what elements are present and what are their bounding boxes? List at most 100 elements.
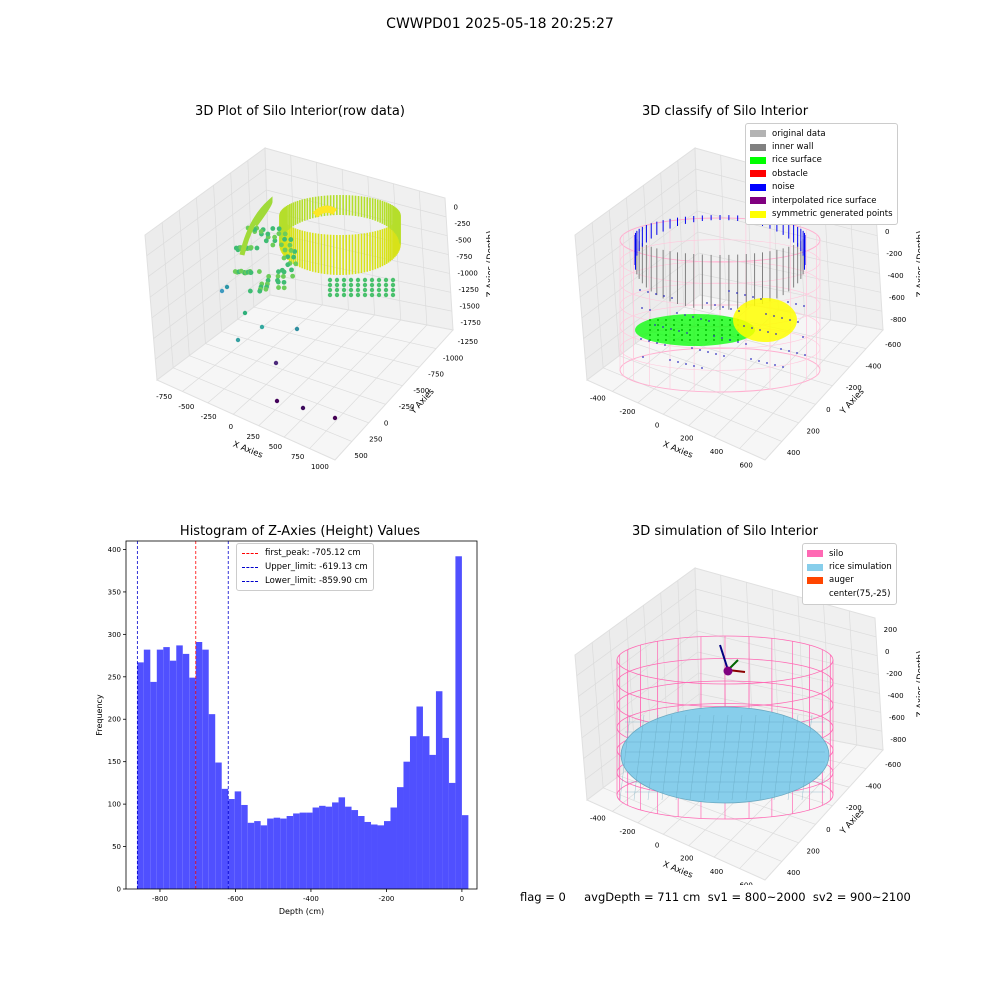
- data-point: [649, 329, 651, 331]
- grid-line: [367, 176, 375, 316]
- y-tick-label: -600: [885, 341, 901, 349]
- data-point: [656, 342, 658, 344]
- data-point: [275, 273, 281, 279]
- data-point: [780, 348, 782, 350]
- grid-line: [253, 306, 437, 349]
- data-point: [736, 292, 738, 294]
- data-point: [673, 324, 675, 326]
- data-point: [729, 339, 731, 341]
- histogram-bar: [254, 821, 261, 889]
- data-point: [266, 274, 272, 279]
- histogram-bar: [182, 653, 190, 889]
- data-point: [383, 277, 389, 283]
- y-tick-label: -200: [846, 804, 862, 812]
- data-point: [219, 288, 225, 294]
- legend-label: auger: [829, 575, 854, 586]
- data-point: [721, 319, 723, 321]
- z-tick-label: -250: [455, 220, 471, 228]
- data-point: [665, 324, 667, 326]
- y-tick-label: 0: [826, 406, 830, 414]
- data-point: [654, 324, 656, 326]
- y-axis-label: Frequency: [95, 694, 104, 736]
- data-point: [248, 270, 254, 275]
- data-point: [276, 269, 281, 275]
- data-point: [707, 351, 709, 353]
- data-point: [332, 415, 338, 421]
- legend-item: rice simulation: [807, 560, 892, 573]
- mesh-line: [801, 714, 813, 801]
- grid-line: [696, 609, 878, 657]
- data-point: [383, 292, 389, 298]
- histogram-bar: [403, 761, 410, 889]
- data-point: [640, 338, 642, 340]
- x-tick-label: -500: [178, 403, 194, 411]
- classify-plot-title: 3D classify of Silo Interior: [641, 104, 809, 119]
- legend-swatch: [807, 576, 823, 584]
- data-point: [782, 366, 784, 368]
- data-point: [257, 288, 263, 294]
- data-point: [689, 324, 691, 326]
- data-point: [664, 344, 666, 346]
- grid-line: [205, 343, 386, 405]
- data-point: [648, 340, 650, 342]
- z-tick-label: -750: [457, 253, 473, 261]
- data-point: [362, 287, 368, 293]
- data-point: [673, 339, 675, 341]
- histogram-bar: [241, 804, 248, 889]
- x-tick-label: -400: [590, 395, 606, 403]
- y-tick-label: 50: [112, 843, 121, 851]
- histogram-bar: [325, 806, 333, 889]
- z-tick-label: 0: [885, 648, 889, 656]
- grid-line: [161, 222, 174, 368]
- histogram-bar: [364, 821, 372, 889]
- data-point: [341, 277, 347, 283]
- data-point: [642, 356, 644, 358]
- data-point: [685, 363, 687, 365]
- data-point: [348, 287, 354, 293]
- legend-item: first_peak: -705.12 cm: [242, 546, 368, 560]
- data-point: [276, 231, 282, 237]
- grid-line: [583, 672, 699, 759]
- data-point: [657, 334, 659, 336]
- legend-label: interpolated rice surface: [772, 195, 877, 206]
- histogram-bar: [143, 649, 151, 889]
- data-point: [383, 282, 389, 288]
- histogram-bar: [448, 782, 456, 889]
- grid-line: [677, 580, 685, 728]
- data-point: [713, 319, 715, 321]
- histogram-bar: [267, 818, 274, 889]
- grid-line: [697, 630, 879, 675]
- data-point: [678, 330, 680, 332]
- histogram-bar: [435, 691, 443, 889]
- data-point: [663, 295, 665, 297]
- x-tick-label: -600: [228, 895, 244, 903]
- data-point: [275, 277, 280, 283]
- data-point: [254, 245, 260, 251]
- histogram-bar: [299, 812, 307, 889]
- legend-swatch: [750, 170, 766, 178]
- mesh-line: [703, 714, 715, 801]
- x-tick-label: -250: [201, 413, 217, 421]
- legend-swatch: [750, 156, 766, 164]
- z-axis-label: Z Axies (Depth): [916, 231, 920, 298]
- auger-axis-z: [719, 644, 729, 671]
- data-point: [766, 362, 768, 364]
- mesh-line: [731, 714, 743, 801]
- histogram-title: Histogram of Z-Axies (Height) Values: [179, 524, 421, 539]
- mesh-line: [689, 714, 701, 801]
- legend-line: [242, 566, 258, 568]
- y-tick-label: 250: [369, 436, 382, 444]
- data-point: [759, 329, 761, 331]
- legend-label: rice simulation: [829, 562, 892, 573]
- data-point: [649, 309, 651, 311]
- data-point: [743, 325, 745, 327]
- data-point: [294, 326, 300, 332]
- y-tick-label: 0: [384, 419, 388, 427]
- data-point: [274, 398, 280, 404]
- data-point: [649, 324, 651, 326]
- data-point: [789, 319, 791, 321]
- mesh-line: [661, 714, 673, 801]
- z-tick-label: -600: [889, 294, 905, 302]
- data-point: [224, 284, 230, 290]
- grid-line: [608, 210, 620, 356]
